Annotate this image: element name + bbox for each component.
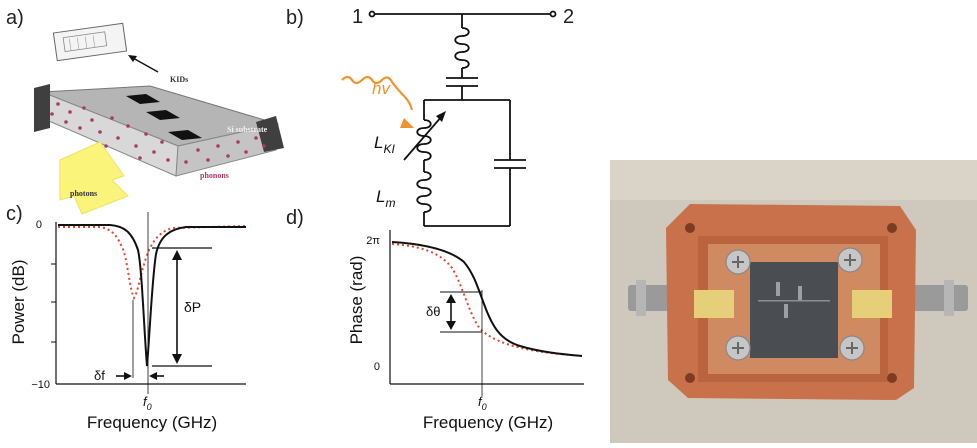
photons-label: photons xyxy=(70,189,97,198)
delta-p-label: δP xyxy=(184,299,201,315)
c-xlabel: Frequency (GHz) xyxy=(87,413,217,432)
detector-box-photo xyxy=(610,160,977,443)
lm-label: Lm xyxy=(376,187,395,210)
photons-arrow xyxy=(59,141,129,215)
kid-chip-inset xyxy=(52,22,128,62)
substrate-label: Si substrate xyxy=(227,125,268,134)
lki-label: LKI xyxy=(374,133,395,156)
phonons-label: phonons xyxy=(200,171,229,180)
port-2-label: 2 xyxy=(563,6,574,28)
d-ylabel: Phase (rad) xyxy=(347,256,366,345)
kid-pad xyxy=(126,94,160,104)
c-ytick-bottom: −10 xyxy=(31,379,50,391)
circuit xyxy=(368,10,557,227)
c-ylabel: Power (dB) xyxy=(9,259,28,344)
phonon-dots xyxy=(50,102,266,164)
launch-pad-right xyxy=(852,290,892,318)
panel-b: b) 1 2 xyxy=(286,6,574,227)
d-shifted-curve xyxy=(391,243,583,357)
c-f0-label: f0 xyxy=(143,394,152,412)
panel-b-label: b) xyxy=(286,7,304,29)
delta-theta-label: δθ xyxy=(426,304,440,319)
kids-arrow xyxy=(132,57,159,73)
c-measured-curve xyxy=(58,224,246,367)
port-1-label: 1 xyxy=(352,6,363,28)
d-measured-curve xyxy=(391,241,583,357)
screws xyxy=(725,247,865,361)
kid-pad xyxy=(146,110,180,120)
variable-arrow-head xyxy=(436,111,446,122)
panel-d-label: d) xyxy=(286,207,304,229)
d-xlabel: Frequency (GHz) xyxy=(423,413,553,432)
d-f0-label: f0 xyxy=(478,394,487,412)
c-ytick-top: 0 xyxy=(36,219,42,231)
panel-c: c) 0 −10 Power (dB) Frequency (GHz) δP δ… xyxy=(6,203,247,432)
d-ytick-bottom: 0 xyxy=(374,361,380,373)
photon-wave xyxy=(341,75,414,111)
delta-f-label: δf xyxy=(94,368,105,383)
d-ytick-top: 2π xyxy=(366,235,380,247)
c-shifted-curve xyxy=(58,225,247,300)
panel-c-label: c) xyxy=(6,203,23,225)
panel-d: d) 2π 0 Phase (rad) Frequency (GHz) δθ f… xyxy=(286,207,584,432)
kids-label: KIDs xyxy=(170,75,188,84)
sma-connector-right xyxy=(912,285,968,311)
si-substrate xyxy=(34,84,284,177)
detector-chip xyxy=(750,262,838,358)
hv-label: hv xyxy=(372,79,391,98)
kid-pad xyxy=(168,130,202,140)
panel-a-label: a) xyxy=(6,7,24,29)
launch-pad-left xyxy=(694,290,734,318)
mount-holes xyxy=(685,223,897,383)
panel-a: a) KIDs Si substrate xyxy=(6,7,284,215)
